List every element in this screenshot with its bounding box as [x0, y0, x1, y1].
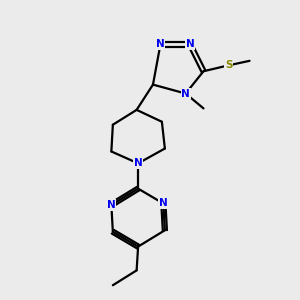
Text: N: N — [181, 88, 190, 98]
Text: N: N — [186, 40, 194, 50]
Text: N: N — [107, 200, 116, 210]
Text: N: N — [159, 199, 168, 208]
Text: N: N — [156, 40, 165, 50]
Text: S: S — [225, 60, 232, 70]
Text: N: N — [134, 158, 142, 168]
